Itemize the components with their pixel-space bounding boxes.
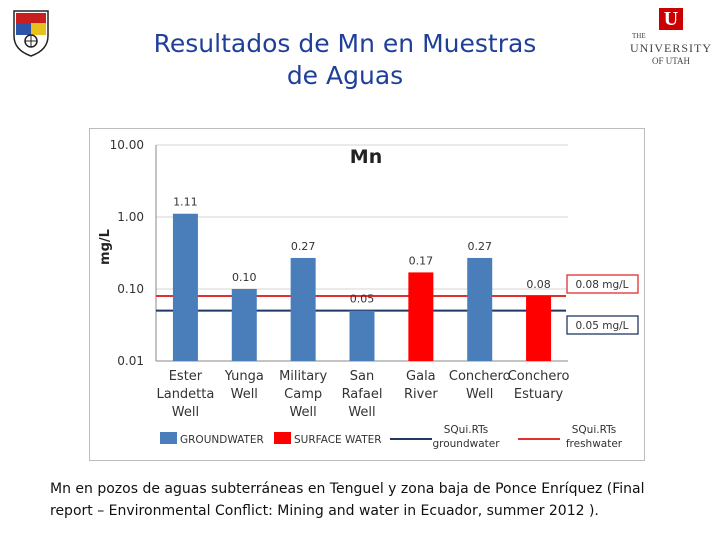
bars: 1.11 0.10 0.27 0.05 0.17 0.27 0.08 — [172, 196, 552, 361]
y-tick-label: 10.00 — [110, 138, 144, 152]
y-tick-label: 1.00 — [117, 210, 144, 224]
bar-2 — [231, 289, 257, 361]
bar-6 — [467, 257, 493, 361]
legend-label: SQui.RTs — [572, 424, 617, 436]
legend-label: freshwater — [566, 438, 623, 450]
bar-5 — [408, 272, 434, 361]
bar-value-label: 0.27 — [291, 240, 316, 253]
category-label: Well — [231, 387, 258, 402]
bar-value-label: 0.17 — [409, 254, 434, 267]
university-logo: U THE UNIVERSITY OF UTAH — [628, 8, 714, 66]
chart-frame: Mn mg/L 0.08 mg/L 0.05 mg/L 1.11 0.10 0.27 0… — [89, 128, 645, 461]
category-label: Ester — [169, 369, 203, 384]
category-label: Rafael — [342, 387, 383, 402]
title-line-2: de Aguas — [286, 61, 404, 90]
category-label: Landetta — [156, 387, 214, 402]
legend-label: groundwater — [432, 438, 500, 450]
legend-label: SQui.RTs — [444, 424, 489, 436]
category-label: Well — [289, 405, 316, 420]
bar-value-label: 0.08 — [526, 278, 551, 291]
category-label: Conchero — [508, 369, 570, 384]
category-label: Gala — [406, 369, 436, 384]
reference-label: 0.05 mg/L — [576, 320, 629, 332]
category-labels: Ester Landetta Well Yunga Well Military Camp We… — [156, 369, 569, 420]
y-tick-labels: 0.01 0.10 1.00 10.00 — [110, 138, 144, 368]
title-line-1: Resultados de Mn en Muestras — [153, 29, 537, 58]
bar-value-label: 0.27 — [467, 240, 492, 253]
legend: GROUNDWATER SURFACE WATER SQui.RTs groundwa… — [160, 424, 623, 450]
reference-label: 0.08 mg/L — [576, 279, 629, 291]
category-label: San — [350, 369, 374, 384]
logo-of-utah: OF UTAH — [651, 56, 691, 66]
bar-value-label: 0.10 — [232, 271, 256, 284]
y-tick-label: 0.01 — [117, 354, 144, 368]
category-label: Well — [172, 405, 199, 420]
logo-university: UNIVERSITY — [630, 41, 712, 55]
reference-lines: 0.08 mg/L 0.05 mg/L — [156, 274, 639, 335]
figure-caption: Mn en pozos de aguas subterráneas en Ten… — [50, 478, 700, 522]
bar-value-label: 1.11 — [173, 196, 198, 209]
bar-value-label: 0.05 — [350, 293, 375, 306]
legend-label: SURFACE WATER — [294, 434, 382, 446]
u-letter-mark: U — [659, 8, 683, 30]
bar-3 — [290, 257, 316, 361]
slide-title: Resultados de Mn en Muestras de Aguas — [0, 28, 690, 92]
y-tick-label: 0.10 — [117, 282, 144, 296]
shield-emblem-icon — [13, 10, 49, 57]
category-label: Conchero — [449, 369, 511, 384]
category-label: Camp — [284, 387, 322, 402]
mn-bar-chart: Mn mg/L 0.08 mg/L 0.05 mg/L 1.11 0.10 0.27 0… — [98, 138, 639, 450]
category-label: River — [404, 387, 438, 402]
bar-1 — [172, 213, 198, 361]
reference-label-box — [566, 274, 639, 294]
logo-the: THE — [632, 32, 646, 40]
category-label: Military — [279, 369, 327, 384]
grid-lines — [155, 144, 568, 362]
chart-title: Mn — [350, 146, 382, 168]
bar-4 — [349, 310, 375, 361]
bar-7 — [526, 295, 552, 361]
category-label: Well — [348, 405, 375, 420]
caption-line-2: report – Environmental Conflict: Mining … — [50, 503, 599, 519]
institution-logo — [10, 8, 52, 58]
category-label: Yunga — [224, 369, 264, 384]
caption-line-1: Mn en pozos de aguas subterráneas en Ten… — [50, 481, 645, 497]
legend-swatch — [274, 432, 291, 444]
reference-label-box — [566, 315, 639, 335]
legend-label: GROUNDWATER — [180, 434, 264, 446]
legend-swatch — [160, 432, 177, 444]
category-label: Well — [466, 387, 493, 402]
y-axis-label: mg/L — [98, 229, 113, 265]
category-label: Estuary — [514, 387, 564, 402]
